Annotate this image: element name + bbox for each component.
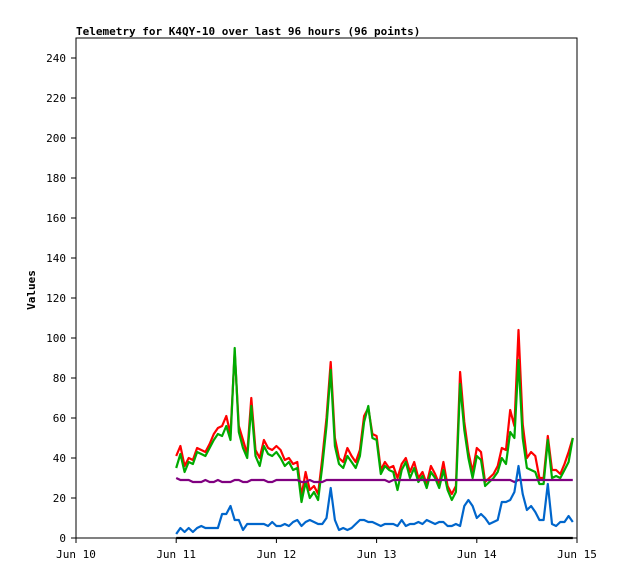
y-tick-label: 120 [46,292,66,305]
y-tick-label: 20 [53,492,66,505]
y-tick-label: 0 [59,532,66,545]
y-tick-label: 220 [46,92,66,105]
y-tick-label: 100 [46,332,66,345]
series-line-1 [175,328,574,498]
y-tick-label: 180 [46,172,66,185]
y-tick-label: 140 [46,252,66,265]
chart-title: Telemetry for K4QY-10 over last 96 hours… [76,25,420,38]
series-layer [175,328,574,540]
x-tick-label: Jun 12 [257,548,297,561]
y-axis: 0 20 40 60 80 100 120 140 160 180 200 220 240 [46,52,76,545]
plot-frame [75,37,578,539]
y-tick-label: 60 [53,412,66,425]
x-tick-label: Jun 13 [357,548,397,561]
x-tick-label: Jun 11 [156,548,196,561]
y-tick-label: 240 [46,52,66,65]
y-tick-label: 40 [53,452,66,465]
series-line-2 [175,346,574,504]
y-tick-label: 160 [46,212,66,225]
y-axis-label: Values [25,270,38,310]
y-tick-label: 80 [53,372,66,385]
series-line-4 [175,464,574,535]
x-tick-label: Jun 10 [56,548,96,561]
series-line-3 [175,477,573,484]
x-axis: Jun 10 Jun 11 Jun 12 Jun 13 Jun 14 Jun 15 [56,538,597,561]
x-tick-label: Jun 15 [557,548,597,561]
x-tick-label: Jun 14 [457,548,497,561]
y-tick-label: 200 [46,132,66,145]
